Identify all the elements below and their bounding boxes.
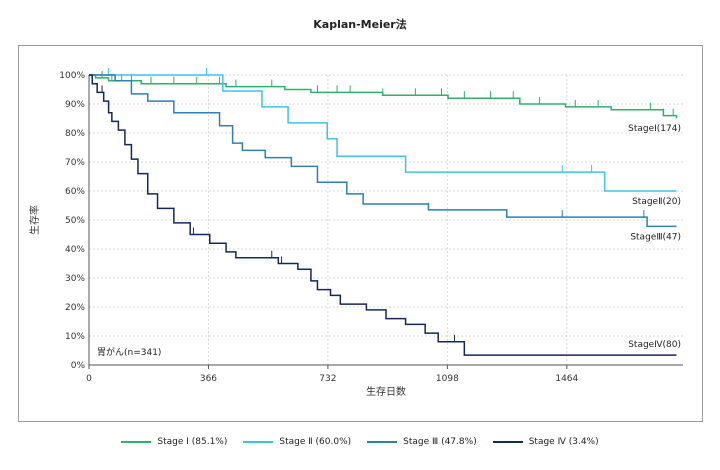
legend-label: Stage Ⅳ (3.4%) <box>528 437 599 447</box>
legend-label: Stage Ⅰ (85.1%) <box>157 437 228 447</box>
series-group: StageⅠ(174) <box>89 70 681 134</box>
series-end-label: StageⅣ(80) <box>628 340 681 350</box>
legend-swatch <box>367 441 398 443</box>
x-tick-label: 732 <box>319 374 336 384</box>
survival-curve <box>89 74 677 356</box>
series-end-label: StageⅢ(47) <box>630 232 681 242</box>
chart-title: Kaplan-Meier法 <box>313 18 407 31</box>
annotation-label: 胃がん(n=341) <box>97 346 161 358</box>
legend-swatch <box>492 441 523 443</box>
chart-legend: Stage Ⅰ (85.1%) Stage Ⅱ (60.0%) Stage Ⅲ (4… <box>0 437 720 447</box>
survival-curve <box>89 74 677 192</box>
y-tick-label: 60% <box>65 187 85 197</box>
series-group: StageⅣ(80) <box>89 74 681 356</box>
series-end-label: StageⅡ(20) <box>632 197 681 207</box>
survival-curve <box>89 74 677 228</box>
y-tick-label: 100% <box>59 71 85 81</box>
y-tick-label: 40% <box>65 245 85 255</box>
legend-label: Stage Ⅱ (60.0%) <box>279 437 352 447</box>
x-tick-label: 1464 <box>555 374 578 384</box>
chart-frame <box>18 45 703 422</box>
series-group: StageⅢ(47) <box>89 74 681 242</box>
x-tick-label: 0 <box>86 374 92 384</box>
x-tick-label: 366 <box>200 374 217 384</box>
x-tick-label: 1098 <box>436 374 459 384</box>
legend-label: Stage Ⅲ (47.8%) <box>403 437 477 447</box>
y-tick-label: 20% <box>65 303 85 313</box>
legend-swatch <box>121 441 152 443</box>
legend-item: Stage Ⅲ (47.8%) <box>367 437 477 447</box>
y-tick-label: 90% <box>65 100 85 110</box>
x-axis-label: 生存日数 <box>366 385 406 398</box>
y-tick-label: 0% <box>71 361 86 371</box>
y-tick-label: 30% <box>65 274 85 284</box>
legend-item: Stage Ⅰ (85.1%) <box>121 437 227 447</box>
legend-swatch <box>243 441 274 443</box>
y-tick-label: 50% <box>65 216 85 226</box>
y-axis-label: 生存率 <box>28 205 41 235</box>
series-end-label: StageⅠ(174) <box>628 124 681 134</box>
legend-item: Stage Ⅱ (60.0%) <box>243 437 351 447</box>
y-tick-label: 70% <box>65 158 85 168</box>
series-group: StageⅡ(20) <box>89 68 681 207</box>
y-tick-label: 80% <box>65 129 85 139</box>
legend-item: Stage Ⅳ (3.4%) <box>492 437 599 447</box>
survival-curve <box>89 74 678 119</box>
y-tick-label: 10% <box>65 332 85 342</box>
